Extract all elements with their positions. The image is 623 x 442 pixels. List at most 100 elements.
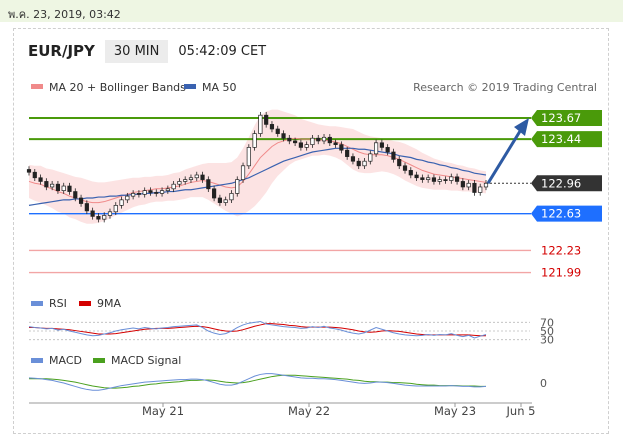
- timeframe-badge[interactable]: 30 MIN: [104, 39, 169, 63]
- candle-body: [304, 144, 309, 148]
- projection-arrow-head: [514, 117, 529, 136]
- candle-body: [269, 124, 275, 130]
- candle-body: [449, 176, 454, 181]
- candle-body: [96, 216, 101, 220]
- candle-body: [183, 179, 188, 182]
- currency-pair: EUR/JPY: [28, 42, 95, 60]
- candle-body: [431, 177, 437, 182]
- x-tick-label-May-22: May 22: [288, 404, 330, 418]
- price-level-label-122.63: 122.63: [541, 207, 581, 221]
- candle-body: [142, 190, 147, 195]
- x-tick-label-Jun-5: Jun 5: [506, 404, 536, 418]
- candle-body: [426, 177, 431, 180]
- candle-body: [177, 181, 182, 185]
- macd-legend-swatch: [31, 358, 43, 363]
- rsi-line: [28, 320, 487, 339]
- rsi-tick-30: 30: [540, 334, 554, 347]
- candle-body: [206, 179, 211, 190]
- candle-body: [252, 133, 257, 148]
- price-level-label-122.96: 122.96: [541, 176, 581, 190]
- candle-body: [229, 193, 234, 201]
- candle-body: [90, 210, 95, 217]
- candle-body: [275, 128, 280, 134]
- rsi-ma9-line: [29, 323, 486, 337]
- price-level-tag-123.44: [531, 131, 602, 148]
- candle-body: [379, 142, 384, 148]
- candle-body: [437, 179, 442, 182]
- chart-time: 05:42:09 CET: [178, 43, 267, 59]
- candle-body: [327, 136, 332, 144]
- candle-body: [200, 174, 205, 180]
- candle-body: [258, 114, 263, 134]
- candle-body: [362, 160, 367, 167]
- candle-body: [188, 177, 194, 180]
- price-level-tag-122.63: [531, 205, 602, 222]
- candle-body: [264, 114, 269, 125]
- macd-line: [28, 373, 487, 391]
- candle-body: [171, 183, 176, 190]
- candle-body: [107, 211, 113, 216]
- candle-body: [408, 170, 413, 176]
- candle-body: [67, 185, 72, 192]
- candle-body: [26, 169, 32, 173]
- candle-body: [345, 149, 350, 157]
- candle-body: [131, 193, 136, 197]
- candle-body: [113, 205, 118, 213]
- price-level-label-122.23: 122.23: [541, 243, 581, 257]
- candle-body: [483, 182, 489, 188]
- candle-body: [50, 183, 55, 188]
- candle-body: [55, 183, 61, 191]
- price-level-tag-122.96: [531, 175, 602, 192]
- research-credit: Research © 2019 Trading Central: [413, 81, 597, 94]
- price-level-label-123.44: 123.44: [541, 132, 581, 146]
- rsi-legend-swatch: [31, 301, 43, 306]
- macd-signal-legend-swatch: [93, 358, 105, 363]
- rsi-tick-70: 70: [540, 316, 554, 329]
- candle-body: [240, 165, 246, 180]
- candle-body: [466, 182, 471, 188]
- candle-body: [397, 159, 402, 167]
- candle-body: [125, 195, 130, 201]
- ma50-line: [28, 147, 487, 206]
- candle-body: [316, 137, 321, 142]
- price-level-tag-123.67: [531, 109, 602, 126]
- candle-body: [402, 165, 408, 171]
- candle-body: [310, 137, 315, 145]
- candle-body: [217, 197, 222, 203]
- rsi-tick-50: 50: [540, 325, 554, 338]
- ma20-legend-label: MA 20 + Bollinger Bands: [49, 81, 186, 94]
- price-level-label-123.67: 123.67: [541, 111, 581, 125]
- candle-body: [32, 171, 37, 179]
- macd-tick-0: 0: [540, 377, 547, 390]
- candle-body: [374, 142, 379, 155]
- date-bar: พ.ค. 23, 2019, 03:42: [0, 0, 623, 22]
- candle-body: [339, 144, 344, 151]
- candle-body: [102, 215, 107, 220]
- chart-header: EUR/JPY 30 MIN 05:42:09 CET: [28, 39, 266, 63]
- candle-body: [414, 174, 419, 179]
- candle-body: [212, 188, 217, 199]
- candle-body: [472, 182, 477, 193]
- projection-arrow-shaft: [486, 127, 524, 185]
- candle-body: [235, 179, 240, 194]
- ma20-line: [28, 137, 487, 204]
- x-tick-label-May-23: May 23: [434, 404, 476, 418]
- candle-body: [165, 188, 170, 191]
- rsi-ma9-legend-label: 9MA: [97, 297, 121, 310]
- candle-body: [287, 137, 292, 142]
- price-level-label-121.99: 121.99: [541, 266, 581, 280]
- candle-body: [298, 142, 303, 148]
- main-legend: MA 20 + Bollinger Bands MA 50: [31, 81, 237, 94]
- candle-body: [223, 199, 228, 203]
- macd-signal-line: [29, 374, 486, 389]
- candle-body: [356, 160, 361, 167]
- candle-body: [454, 176, 460, 182]
- date-text: พ.ค. 23, 2019, 03:42: [8, 8, 121, 21]
- candle-body: [38, 177, 43, 182]
- candle-body: [443, 179, 448, 181]
- ma20-legend-swatch: [31, 84, 43, 89]
- chart-card: EUR/JPY 30 MIN 05:42:09 CET: [13, 28, 609, 434]
- candle-body: [333, 142, 338, 145]
- candle-body: [44, 181, 49, 188]
